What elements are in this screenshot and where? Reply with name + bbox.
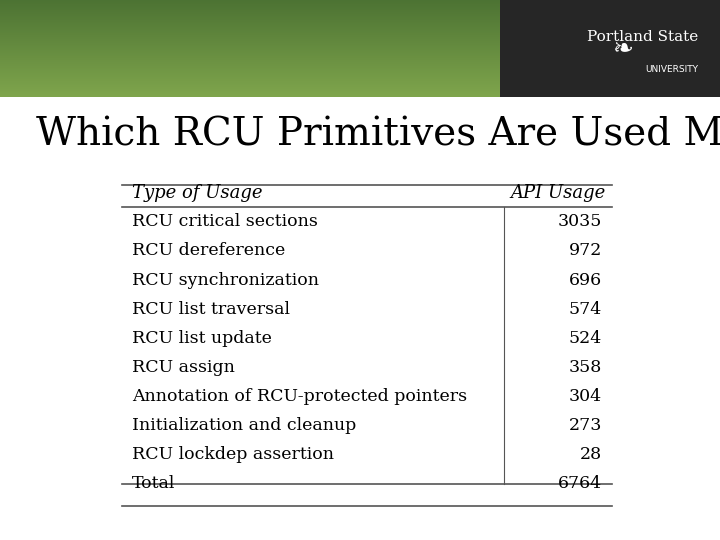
Text: UNIVERSITY: UNIVERSITY [645, 65, 698, 75]
Text: Type of Usage: Type of Usage [132, 184, 263, 202]
Text: RCU dereference: RCU dereference [132, 242, 285, 260]
Text: Portland State: Portland State [587, 30, 698, 44]
Text: RCU list update: RCU list update [132, 330, 272, 347]
Text: 3035: 3035 [558, 213, 602, 231]
Text: API Usage: API Usage [510, 184, 606, 202]
Text: RCU critical sections: RCU critical sections [132, 213, 318, 231]
Text: RCU list traversal: RCU list traversal [132, 301, 290, 318]
Text: 972: 972 [569, 242, 602, 260]
Text: 6764: 6764 [558, 475, 602, 492]
Text: ❧: ❧ [612, 37, 634, 60]
Text: RCU assign: RCU assign [132, 359, 235, 376]
Text: RCU synchronization: RCU synchronization [132, 272, 319, 288]
Text: Annotation of RCU-protected pointers: Annotation of RCU-protected pointers [132, 388, 467, 405]
Text: 358: 358 [569, 359, 602, 376]
Text: Total: Total [132, 475, 176, 492]
Text: 273: 273 [569, 417, 602, 434]
Text: 696: 696 [569, 272, 602, 288]
Text: 524: 524 [569, 330, 602, 347]
Text: 304: 304 [569, 388, 602, 405]
Text: Which RCU Primitives Are Used Most?: Which RCU Primitives Are Used Most? [36, 117, 720, 153]
Text: RCU lockdep assertion: RCU lockdep assertion [132, 446, 334, 463]
Text: 28: 28 [580, 446, 602, 463]
Text: Initialization and cleanup: Initialization and cleanup [132, 417, 356, 434]
Text: 574: 574 [569, 301, 602, 318]
